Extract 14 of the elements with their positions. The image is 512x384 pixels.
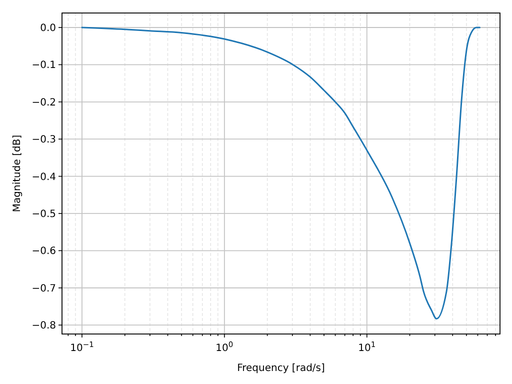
y-tick-label: −0.8 xyxy=(32,320,56,332)
y-tick-label: 0.0 xyxy=(40,23,56,34)
y-axis-title: Magnitude [dB] xyxy=(12,134,23,212)
x-axis-title: Frequency [rad/s] xyxy=(237,363,325,374)
y-tick-label: −0.5 xyxy=(32,208,56,220)
y-tick-label: −0.4 xyxy=(32,172,56,183)
y-tick-label: −0.2 xyxy=(32,97,56,108)
y-tick-label: −0.3 xyxy=(32,134,56,146)
y-tick-label: −0.7 xyxy=(32,283,56,294)
y-tick-label: −0.1 xyxy=(32,60,56,72)
x-tick-label: 10$^{1}$ xyxy=(358,340,376,354)
x-tick-label: 10$^{−1}$ xyxy=(70,340,94,354)
x-tick-label: 10$^{0}$ xyxy=(216,340,234,354)
y-tick-label: −0.6 xyxy=(32,246,56,258)
